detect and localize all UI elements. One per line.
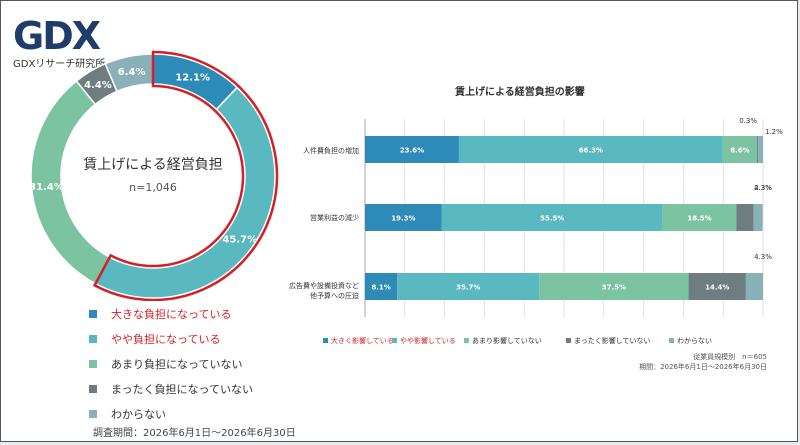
bar-value-label-r3-s5: 4.3% bbox=[754, 253, 772, 261]
donut-legend-item-3: あまり負担になっていない bbox=[89, 351, 253, 376]
donut-value-label-3: 31.4% bbox=[29, 182, 64, 193]
bar-value-label-r2-s3: 18.5% bbox=[687, 215, 711, 223]
bar-segment-r1-s2 bbox=[458, 136, 723, 163]
brand-subtitle: GDXリサーチ研究所 bbox=[13, 59, 106, 70]
bar-legend-swatch-2 bbox=[392, 338, 397, 343]
category-label-1: 人件費負担の増加 bbox=[303, 147, 359, 155]
donut-highlight-outline bbox=[92, 50, 279, 301]
bar-value-label-r2-s1: 19.3% bbox=[391, 215, 415, 223]
bar-value-label-r1-s4: 0.3% bbox=[739, 117, 757, 125]
bar-value-label-r1-s5: 1.2% bbox=[765, 128, 783, 136]
legend-swatch bbox=[89, 384, 97, 393]
donut-chart: 12.1% 45.7% 31.4% 4.4% 6.4% 賃上げによる経営負担 n=1,0… bbox=[29, 50, 279, 301]
donut-legend-item-5: わからない bbox=[89, 401, 253, 426]
bar-segment-r2-s4 bbox=[736, 204, 754, 231]
gdx-logo: GDX bbox=[13, 15, 103, 55]
legend-swatch bbox=[89, 359, 97, 368]
donut-legend-item-1: 大きな負担になっている bbox=[89, 301, 253, 326]
bar-segment-r3-s5 bbox=[745, 273, 763, 300]
bar-value-label-r1-s3: 8.6% bbox=[730, 147, 749, 155]
bar-segment-r2-s1 bbox=[365, 204, 442, 231]
bar-legend-label-2: やや影響している bbox=[400, 336, 456, 345]
bar-segment-r1-s3 bbox=[722, 136, 758, 163]
donut-legend-item-2: やや負担になっている bbox=[89, 326, 253, 351]
legend-label: まったく負担になっていない bbox=[111, 382, 254, 396]
bar-value-label-r3-s3: 37.5% bbox=[602, 284, 626, 292]
bar-value-label-r2-s5: 2.3% bbox=[754, 184, 772, 192]
category-label-3: 広告費や設備投資など 他予算への圧迫 bbox=[289, 282, 359, 300]
bar-legend-swatch-4 bbox=[566, 338, 571, 343]
bar-segment-r1-s5 bbox=[758, 136, 763, 163]
category-label-2: 営業利益の減少 bbox=[310, 214, 359, 222]
donut-legend-item-4: まったく負担になっていない bbox=[89, 376, 253, 401]
bar-value-label-r3-s2: 35.7% bbox=[456, 284, 480, 292]
bar-legend-label-4: まったく影響していない bbox=[574, 336, 651, 345]
bar-segment-r1-s1 bbox=[365, 136, 459, 163]
bar-legend-label-5: わからない bbox=[677, 337, 712, 345]
bar-chart-period: 期間：2026年6月1日〜2026年6月30日 bbox=[639, 363, 767, 371]
bar-segment-r2-s2 bbox=[441, 204, 663, 231]
donut-value-label-2: 45.7% bbox=[222, 235, 257, 246]
bar-segment-r3-s1 bbox=[365, 273, 398, 300]
bar-value-label-r2-s2: 55.5% bbox=[540, 215, 564, 223]
logo-text: GDX bbox=[13, 15, 101, 55]
bar-legend-swatch-3 bbox=[464, 338, 469, 343]
bar-value-label-r3-s1: 8.1% bbox=[371, 284, 390, 292]
bar-segment-r3-s3 bbox=[539, 273, 689, 300]
bar-segment-r2-s3 bbox=[662, 204, 737, 231]
donut-value-label-1: 12.1% bbox=[175, 73, 210, 84]
bar-chart-sample: 従業員規模別 n＝605 bbox=[693, 353, 767, 361]
legend-swatch bbox=[89, 409, 97, 418]
legend-label: やや負担になっている bbox=[111, 332, 221, 346]
bar-value-label-r1-s1: 23.6% bbox=[400, 147, 424, 155]
bar-chart-title: 賃上げによる経営負担の影響 bbox=[455, 87, 585, 98]
bar-legend-swatch-1 bbox=[323, 338, 328, 343]
legend-label: あまり負担になっていない bbox=[111, 357, 243, 371]
bar-legend-label-3: あまり影響していない bbox=[472, 336, 542, 345]
bar-segment-r2-s5 bbox=[753, 204, 763, 231]
donut-center-n: n=1,046 bbox=[129, 181, 177, 194]
bar-legend-label-1: 大きく影響している bbox=[331, 336, 394, 345]
donut-value-label-4: 4.4% bbox=[84, 80, 112, 91]
legend-swatch bbox=[89, 334, 97, 343]
bar-chart-footer: 従業員規模別 n＝605 期間：2026年6月1日〜2026年6月30日 bbox=[639, 352, 767, 372]
bar-segment-r3-s4 bbox=[688, 273, 746, 300]
legend-label: 大きな負担になっている bbox=[111, 307, 232, 321]
bar-value-label-r2-s4: 4.3% bbox=[754, 184, 772, 192]
bar-segment-r1-s4 bbox=[757, 136, 759, 163]
legend-label: わからない bbox=[111, 407, 166, 421]
bar-segment-r3-s2 bbox=[397, 273, 540, 300]
bar-legend-swatch-5 bbox=[669, 338, 674, 343]
donut-period: 調査期間：2026年6月1日〜2026年6月30日 bbox=[93, 428, 296, 439]
legend-swatch bbox=[89, 309, 97, 318]
donut-center-title: 賃上げによる経営負担 bbox=[83, 157, 223, 173]
donut-value-label-5: 6.4% bbox=[118, 67, 146, 78]
bar-value-label-r3-s4: 14.4% bbox=[705, 284, 729, 292]
bar-value-label-r1-s2: 66.3% bbox=[579, 147, 603, 155]
donut-slice-2 bbox=[94, 86, 276, 299]
donut-legend: 大きな負担になっている やや負担になっているあまり負担になっていない まったく負担に… bbox=[89, 301, 253, 426]
